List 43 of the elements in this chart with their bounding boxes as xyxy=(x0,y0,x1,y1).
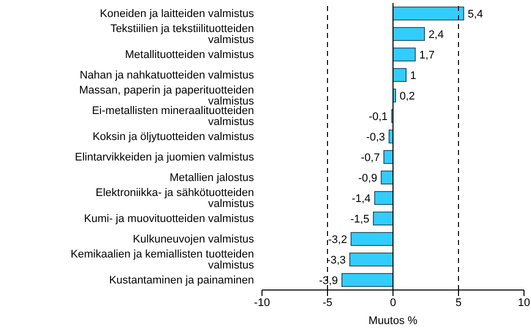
y-tick-label: Koksin ja öljytuotteiden valmistus xyxy=(92,131,254,144)
bar xyxy=(372,212,394,226)
data-label: -3,2 xyxy=(328,234,348,246)
bar xyxy=(342,273,394,287)
x-axis-title: Muutos % xyxy=(368,315,418,327)
y-tick-label: Metallituotteiden valmistus xyxy=(124,49,254,62)
data-label: 2,4 xyxy=(428,28,444,41)
x-tick-label: -5 xyxy=(322,296,332,309)
y-tick-label: Metallien jalostus xyxy=(170,172,254,184)
y-tick-label: Nahan ja nahkatuotteiden valmistus xyxy=(80,70,254,82)
bar xyxy=(380,170,394,184)
data-label: -0,9 xyxy=(358,172,378,184)
y-tick-label: Kumi- ja muovituotteiden valmistus xyxy=(84,213,254,226)
data-label: -0,1 xyxy=(368,110,388,123)
y-tick-label: Kemikaalien ja kemiallisten tuotteiden valmistus xyxy=(70,248,254,272)
bar xyxy=(350,232,394,246)
x-tick-label: -10 xyxy=(254,296,270,309)
data-label: 5,4 xyxy=(468,8,484,20)
bar xyxy=(392,68,406,82)
data-label: -1,4 xyxy=(352,192,371,205)
data-label: -0,3 xyxy=(366,131,386,144)
x-tick-label: 5 xyxy=(455,296,462,309)
data-label: -1,5 xyxy=(350,213,370,226)
data-label: 0,2 xyxy=(400,90,415,102)
bar xyxy=(374,191,394,205)
y-tick-label: Ei-metallisten mineraalituotteiden valmistus xyxy=(92,105,254,128)
y-tick-label: Elintarvikkeiden ja juomien valmistus xyxy=(74,152,254,164)
x-tick-label: 10 xyxy=(518,296,530,309)
bar xyxy=(392,6,464,20)
x-tick-label: 0 xyxy=(390,296,396,309)
bar xyxy=(383,150,394,164)
bar xyxy=(392,27,425,41)
bar xyxy=(392,48,416,62)
data-label: -3,3 xyxy=(326,254,346,266)
bar xyxy=(349,252,394,266)
data-label: -0,7 xyxy=(360,152,380,164)
y-tick-label: Koneiden ja laitteiden valmistus xyxy=(100,8,254,20)
y-tick-label: Kulkuneuvojen valmistus xyxy=(132,234,254,246)
y-tick-label: Tekstiilien ja tekstiilituotteiden valmistus xyxy=(110,23,254,46)
y-tick-label: Kustantaminen ja painaminen xyxy=(109,274,254,287)
data-label: 1 xyxy=(410,70,416,82)
y-tick-label: Elektroniikka- ja sähkötuotteiden valmistus xyxy=(96,187,254,210)
data-label: 1,7 xyxy=(419,49,435,62)
